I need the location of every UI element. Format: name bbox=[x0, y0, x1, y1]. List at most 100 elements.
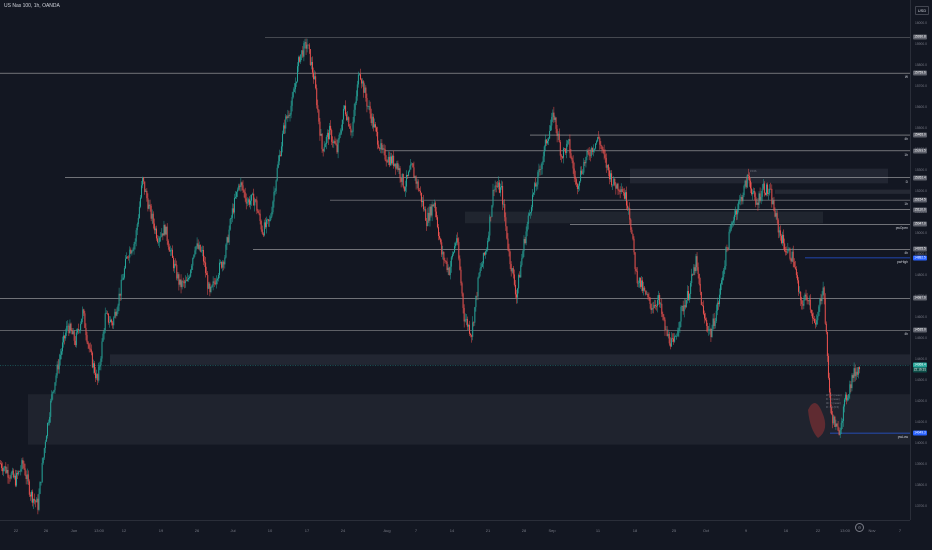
candle-body bbox=[523, 239, 525, 252]
candle-body bbox=[525, 231, 527, 244]
candle-body bbox=[378, 144, 380, 148]
candle-body bbox=[497, 182, 499, 187]
candle-body bbox=[315, 76, 317, 89]
candle-body bbox=[710, 328, 712, 338]
time-axis[interactable] bbox=[0, 520, 910, 550]
candle-body bbox=[833, 416, 835, 424]
candle-body bbox=[569, 139, 571, 154]
candle-body bbox=[69, 323, 71, 334]
candle-body bbox=[372, 116, 374, 128]
candle-body bbox=[634, 252, 636, 269]
candle-body bbox=[698, 273, 700, 284]
current-price-tag: 14368.4 bbox=[913, 362, 927, 368]
supply-zone-upper bbox=[630, 168, 888, 184]
time-axis-label: Jul bbox=[230, 528, 236, 533]
candle-body bbox=[580, 170, 582, 182]
candle-body bbox=[222, 261, 224, 268]
candle-body bbox=[575, 179, 577, 184]
price-axis-label: 15200.0 bbox=[915, 188, 927, 193]
candle-body bbox=[466, 318, 468, 327]
candle-body bbox=[847, 397, 849, 401]
candle-body bbox=[5, 466, 7, 473]
candle-body bbox=[512, 268, 514, 275]
candle-body bbox=[170, 249, 172, 251]
time-axis-label: Oct bbox=[702, 528, 710, 533]
candle-body bbox=[179, 279, 181, 285]
candle-body bbox=[219, 262, 221, 275]
candle-body bbox=[654, 304, 656, 307]
candle-body bbox=[283, 125, 285, 134]
candle-body bbox=[337, 139, 339, 153]
candle-body bbox=[571, 157, 573, 161]
candle-body bbox=[505, 217, 507, 227]
candle-body bbox=[549, 130, 551, 139]
candle-body bbox=[29, 494, 31, 497]
candle-body bbox=[799, 291, 801, 293]
candle-body bbox=[429, 206, 431, 221]
candle-body bbox=[504, 204, 506, 218]
candle-body bbox=[16, 473, 18, 486]
candle-body bbox=[368, 106, 370, 107]
candle-body bbox=[551, 116, 553, 126]
candle-body bbox=[657, 300, 659, 307]
time-axis-label: 9 bbox=[744, 528, 748, 533]
candle-body bbox=[112, 322, 114, 326]
candle-body bbox=[164, 225, 166, 235]
price-tag-mid2: 14687.6 bbox=[913, 295, 927, 301]
candle-body bbox=[743, 185, 745, 196]
candle-body bbox=[507, 238, 509, 249]
candle-body bbox=[127, 256, 129, 258]
candle-body bbox=[853, 368, 855, 378]
candle-body bbox=[37, 498, 39, 510]
candle-body bbox=[735, 210, 737, 215]
time-axis-label: 14 bbox=[449, 528, 455, 533]
candle-body bbox=[325, 136, 327, 145]
candle-body bbox=[528, 213, 530, 216]
candle-body bbox=[450, 257, 452, 267]
candle-body bbox=[668, 333, 670, 344]
candle-body bbox=[662, 313, 664, 317]
candle-body bbox=[481, 263, 483, 267]
candle-body bbox=[381, 143, 383, 150]
candle-body bbox=[695, 256, 697, 272]
candle-body bbox=[24, 468, 26, 476]
settings-gear-icon[interactable]: ⚙ bbox=[855, 523, 864, 532]
candle-body bbox=[538, 169, 540, 173]
candle-body bbox=[83, 309, 85, 314]
candle-body bbox=[465, 318, 467, 320]
candle-body bbox=[61, 342, 63, 352]
symbol-title[interactable]: US Nas 100, 1h, OANDA bbox=[4, 3, 60, 9]
candle-body bbox=[566, 143, 568, 154]
candle-body bbox=[475, 295, 477, 308]
candle-body bbox=[100, 358, 102, 366]
candle-body bbox=[462, 293, 464, 308]
candle-body bbox=[533, 192, 535, 195]
price-axis-label: 14500.0 bbox=[915, 335, 927, 340]
candle-body bbox=[39, 482, 41, 494]
price-axis-label: 14000.0 bbox=[915, 440, 927, 445]
candle-body bbox=[494, 185, 496, 191]
candle-body bbox=[483, 252, 485, 255]
candle-body bbox=[172, 249, 173, 258]
price-axis[interactable] bbox=[910, 0, 932, 520]
candle-body bbox=[652, 307, 654, 309]
candle-body bbox=[407, 174, 409, 176]
currency-button[interactable]: USD bbox=[915, 6, 929, 15]
candle-body bbox=[163, 225, 165, 236]
candle-body bbox=[603, 149, 605, 155]
candle-body bbox=[712, 318, 714, 329]
candle-body bbox=[628, 208, 630, 209]
candle-body bbox=[492, 189, 494, 206]
candle-body bbox=[370, 113, 372, 124]
candle-body bbox=[266, 219, 268, 228]
candle-body bbox=[778, 230, 780, 233]
candle-body bbox=[227, 237, 229, 243]
candle-body bbox=[397, 163, 399, 170]
candle-body bbox=[106, 312, 108, 314]
candle-body bbox=[782, 234, 784, 244]
price-axis-label: 14100.0 bbox=[915, 419, 927, 424]
chart-plot-area[interactable] bbox=[0, 0, 910, 520]
candle-body bbox=[364, 87, 366, 93]
candle-body bbox=[25, 475, 27, 480]
candle-body bbox=[273, 192, 275, 202]
